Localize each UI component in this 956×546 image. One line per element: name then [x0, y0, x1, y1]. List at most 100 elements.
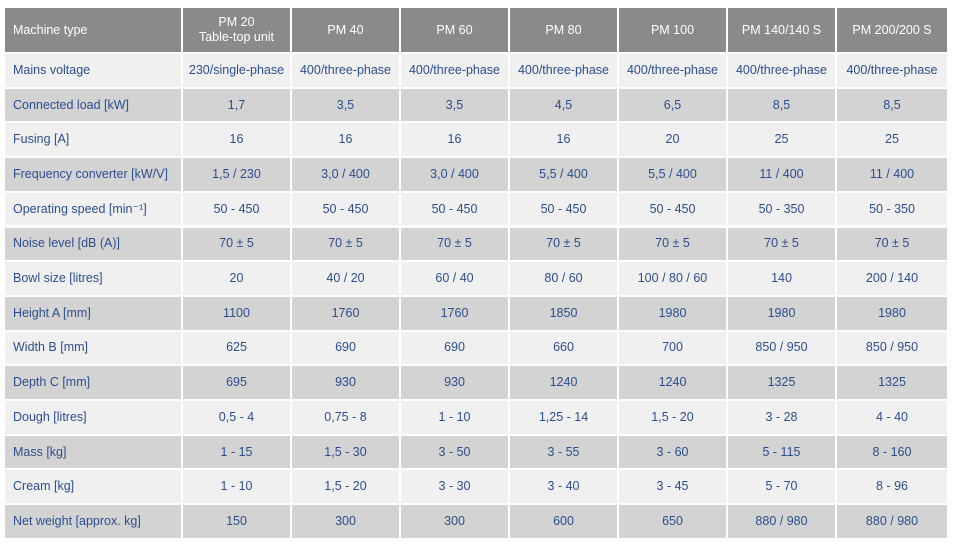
table-cell: 1240 [510, 366, 617, 399]
table-cell: 8,5 [728, 88, 835, 122]
table-cell: 3 - 45 [619, 470, 726, 504]
header-cell: PM 80 [510, 8, 617, 52]
table-cell: 400/three-phase [292, 54, 399, 87]
table-cell: 1 - 10 [401, 401, 508, 434]
header-cell: PM 200/200 S [837, 8, 947, 52]
table-cell: 1980 [728, 296, 835, 330]
table-cell: 625 [183, 331, 290, 365]
table-cell: 16 [183, 123, 290, 157]
table-cell: 60 / 40 [401, 262, 508, 295]
table-cell: 880 / 980 [837, 505, 947, 538]
table-cell: 4,5 [510, 88, 617, 122]
table-cell: 20 [183, 262, 290, 295]
table-cell: 70 ± 5 [837, 227, 947, 261]
table-cell: 930 [401, 366, 508, 399]
row-label: Width B [mm] [5, 331, 181, 365]
table-cell: 25 [837, 123, 947, 157]
table-cell: 5 - 115 [728, 435, 835, 469]
row-label: Height A [mm] [5, 296, 181, 330]
header-cell: PM 40 [292, 8, 399, 52]
table-cell: 400/three-phase [728, 54, 835, 87]
row-label: Operating speed [min⁻¹] [5, 192, 181, 226]
table-cell: 690 [292, 331, 399, 365]
table-cell: 850 / 950 [837, 331, 947, 365]
table-cell: 230/single-phase [183, 54, 290, 87]
table-cell: 4 - 40 [837, 401, 947, 434]
table-cell: 1760 [292, 296, 399, 330]
table-cell: 1,5 - 30 [292, 435, 399, 469]
table-cell: 70 ± 5 [292, 227, 399, 261]
table-cell: 400/three-phase [837, 54, 947, 87]
table-cell: 3 - 28 [728, 401, 835, 434]
table-cell: 1325 [837, 366, 947, 399]
table-cell: 1,7 [183, 88, 290, 122]
table-cell: 8 - 160 [837, 435, 947, 469]
table-cell: 3 - 60 [619, 435, 726, 469]
table-cell: 3,5 [292, 88, 399, 122]
row-label: Depth C [mm] [5, 366, 181, 399]
table-cell: 3 - 30 [401, 470, 508, 504]
table-cell: 0,75 - 8 [292, 401, 399, 434]
table-cell: 100 / 80 / 60 [619, 262, 726, 295]
table-cell: 50 - 450 [619, 192, 726, 226]
table-cell: 200 / 140 [837, 262, 947, 295]
table-cell: 1325 [728, 366, 835, 399]
table-cell: 1,5 - 20 [619, 401, 726, 434]
table-cell: 70 ± 5 [619, 227, 726, 261]
table-cell: 16 [292, 123, 399, 157]
table-cell: 930 [292, 366, 399, 399]
row-label: Frequency converter [kW/V] [5, 158, 181, 191]
table-cell: 1,25 - 14 [510, 401, 617, 434]
table-cell: 140 [728, 262, 835, 295]
table-cell: 1850 [510, 296, 617, 330]
row-label: Mains voltage [5, 54, 181, 87]
table-cell: 3 - 40 [510, 470, 617, 504]
table-cell: 400/three-phase [510, 54, 617, 87]
table-cell: 880 / 980 [728, 505, 835, 538]
table-cell: 150 [183, 505, 290, 538]
table-cell: 400/three-phase [401, 54, 508, 87]
table-cell: 1760 [401, 296, 508, 330]
table-cell: 5,5 / 400 [619, 158, 726, 191]
row-label: Net weight [approx. kg] [5, 505, 181, 538]
table-cell: 50 - 450 [292, 192, 399, 226]
header-text: Table-top unit [198, 30, 275, 44]
row-label: Cream [kg] [5, 470, 181, 504]
row-label: Fusing [A] [5, 123, 181, 157]
table-cell: 660 [510, 331, 617, 365]
table-cell: 25 [728, 123, 835, 157]
table-cell: 5 - 70 [728, 470, 835, 504]
table-cell: 8,5 [837, 88, 947, 122]
table-cell: 1980 [619, 296, 726, 330]
table-cell: 70 ± 5 [401, 227, 508, 261]
table-cell: 300 [401, 505, 508, 538]
table-cell: 1980 [837, 296, 947, 330]
table-cell: 50 - 450 [510, 192, 617, 226]
table-cell: 20 [619, 123, 726, 157]
table-cell: 50 - 450 [183, 192, 290, 226]
table-cell: 1240 [619, 366, 726, 399]
table-cell: 3 - 55 [510, 435, 617, 469]
table-cell: 3 - 50 [401, 435, 508, 469]
row-label: Noise level [dB (A)] [5, 227, 181, 261]
table-cell: 695 [183, 366, 290, 399]
table-cell: 80 / 60 [510, 262, 617, 295]
table-cell: 700 [619, 331, 726, 365]
table-cell: 40 / 20 [292, 262, 399, 295]
table-cell: 690 [401, 331, 508, 365]
table-cell: 1,5 / 230 [183, 158, 290, 191]
table-cell: 50 - 350 [837, 192, 947, 226]
table-cell: 1 - 10 [183, 470, 290, 504]
table-cell: 1100 [183, 296, 290, 330]
table-cell: 16 [401, 123, 508, 157]
table-cell: 3,0 / 400 [292, 158, 399, 191]
header-cell: PM 60 [401, 8, 508, 52]
table-cell: 50 - 350 [728, 192, 835, 226]
table-cell: 5,5 / 400 [510, 158, 617, 191]
table-cell: 3,0 / 400 [401, 158, 508, 191]
table-cell: 70 ± 5 [510, 227, 617, 261]
table-cell: 1 - 15 [183, 435, 290, 469]
table-cell: 70 ± 5 [183, 227, 290, 261]
table-cell: 3,5 [401, 88, 508, 122]
